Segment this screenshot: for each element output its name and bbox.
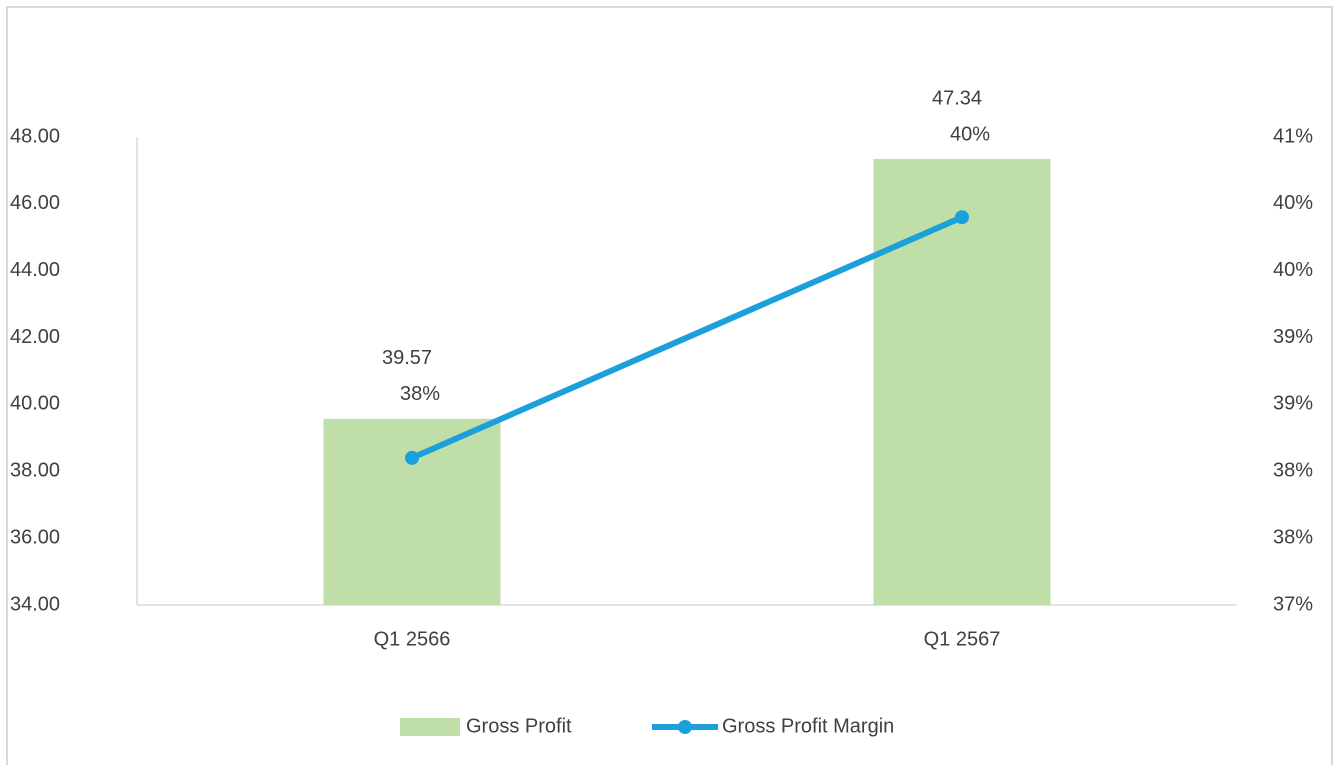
x-tick-label: Q1 2566 — [374, 628, 451, 650]
y-tick-label: 44.00 — [10, 259, 60, 281]
y2-tick-label: 38% — [1273, 460, 1313, 482]
y-tick-label: 48.00 — [10, 125, 60, 147]
y-tick-label: 38.00 — [10, 460, 60, 482]
y-tick-label: 46.00 — [10, 192, 60, 214]
y-tick-label: 42.00 — [10, 326, 60, 348]
bar-value-label: 39.57 — [382, 347, 432, 369]
line-point — [405, 450, 419, 465]
y2-tick-label: 39% — [1273, 393, 1313, 415]
y2-tick-label: 37% — [1273, 593, 1313, 615]
y-tick-label: 36.00 — [10, 526, 60, 548]
line-value-label: 40% — [950, 123, 990, 145]
bar — [873, 159, 1051, 605]
legend-swatch — [400, 718, 460, 736]
legend-label: Gross Profit Margin — [722, 715, 894, 737]
x-tick-label: Q1 2567 — [924, 628, 1001, 650]
line-point — [955, 210, 969, 225]
line-value-label: 38% — [400, 383, 440, 405]
y2-tick-label: 40% — [1273, 259, 1313, 281]
legend-swatch-point — [678, 720, 692, 734]
bar-value-label: 47.34 — [932, 87, 982, 109]
y2-tick-label: 39% — [1273, 326, 1313, 348]
bar — [323, 418, 501, 605]
y-tick-label: 34.00 — [10, 593, 60, 615]
y2-tick-label: 38% — [1273, 526, 1313, 548]
line — [410, 214, 964, 461]
y2-tick-label: 41% — [1273, 125, 1313, 147]
y-tick-label: 40.00 — [10, 393, 60, 415]
y2-tick-label: 40% — [1273, 192, 1313, 214]
legend-label: Gross Profit — [466, 715, 572, 737]
chart-frame — [6, 6, 1333, 765]
